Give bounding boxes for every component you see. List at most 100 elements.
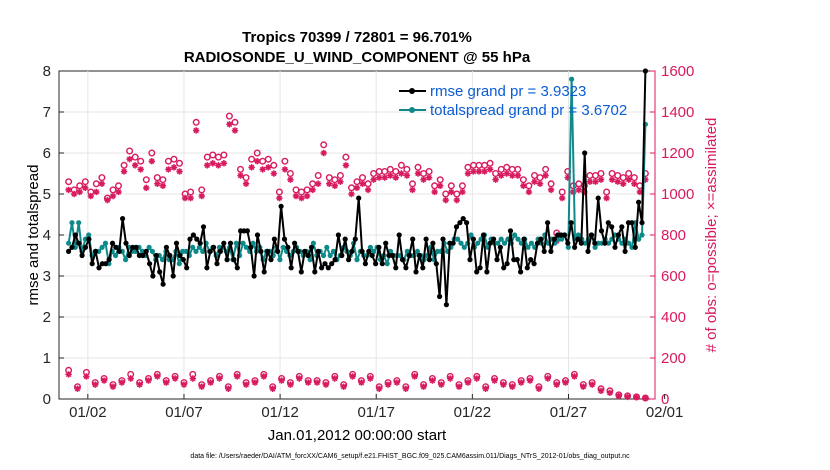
obs-assimilated-marker [187, 194, 194, 202]
rmse-point [133, 244, 139, 250]
obs-assimilated-marker [531, 178, 538, 185]
obs-possible-marker [264, 155, 272, 163]
totalspread-point [123, 257, 129, 263]
obs-possible-marker [353, 178, 361, 186]
obs-assimilated-marker [392, 174, 400, 181]
totalspread-point [458, 240, 464, 246]
obs-assimilated-marker [314, 180, 322, 187]
rmse-point [467, 257, 473, 263]
totalspread-point [639, 232, 645, 238]
obs-assimilated-marker [364, 186, 372, 194]
obs-bottom-assimilated-marker [340, 383, 347, 390]
obs-possible-marker [320, 141, 328, 149]
rmse-point [335, 232, 341, 238]
totalspread-point [183, 248, 189, 254]
rmse-point [497, 244, 503, 250]
rmse-point [285, 244, 291, 250]
rmse-point [339, 252, 345, 259]
rmse-point [244, 228, 250, 234]
totalspread-point [250, 240, 256, 246]
rmse-point [254, 232, 261, 238]
obs-bottom-assimilated-marker [642, 394, 649, 402]
obs-bottom-assimilated-marker [207, 379, 214, 386]
obs-assimilated-marker [631, 180, 638, 187]
rmse-point [248, 244, 254, 250]
obs-possible-marker [453, 190, 461, 198]
obs-bottom-assimilated-marker [92, 381, 99, 388]
obs-assimilated-marker [575, 186, 583, 194]
rmse-point [545, 220, 551, 226]
totalspread-point [626, 240, 632, 246]
totalspread-point [196, 244, 202, 250]
obs-bottom-assimilated-marker [446, 375, 454, 382]
obs-assimilated-marker [475, 168, 483, 175]
obs-assimilated-marker [375, 174, 383, 181]
x-axis-label: Jan.01,2012 00:00:00 start [268, 427, 447, 444]
y-tick-label: 0 [43, 391, 51, 408]
obs-bottom-assimilated-marker [145, 377, 152, 384]
obs-assimilated-marker [192, 127, 200, 134]
obs-assimilated-marker [497, 172, 505, 179]
rmse-point [575, 236, 581, 242]
legend-spread-label: totalspread grand pr = 3.6702 [430, 102, 627, 119]
obs-possible-marker [175, 159, 183, 167]
obs-assimilated-marker [342, 162, 350, 169]
rmse-point [464, 220, 470, 226]
obs-possible-marker [236, 165, 244, 173]
obs-bottom-assimilated-marker [198, 383, 205, 390]
obs-bottom-assimilated-marker [234, 373, 241, 380]
totalspread-point [69, 220, 75, 226]
rmse-point [474, 269, 480, 275]
rmse-point [609, 224, 615, 230]
rmse-point [325, 265, 331, 271]
totalspread-point [327, 252, 333, 259]
obs-assimilated-marker [76, 188, 83, 196]
rmse-point [460, 216, 466, 222]
obs-possible-marker [187, 188, 195, 196]
totalspread-point [461, 244, 467, 250]
totalspread-point [233, 240, 239, 246]
obs-possible-marker [220, 151, 228, 159]
totalspread-point [307, 257, 313, 263]
obs-possible-marker [597, 169, 605, 177]
rmse-point [76, 240, 82, 246]
rmse-point [177, 252, 183, 259]
obs-possible-marker [425, 167, 433, 175]
obs-assimilated-marker [209, 160, 217, 167]
rmse-point [302, 248, 308, 254]
totalspread-point [636, 236, 642, 242]
rmse-point [160, 281, 166, 287]
y-tick-label: 2 [43, 309, 51, 326]
rmse-point [184, 265, 190, 271]
rmse-point [541, 248, 547, 254]
rmse-point [322, 261, 328, 267]
obs-possible-marker [126, 147, 134, 155]
rmse-point [288, 265, 294, 271]
totalspread-point [200, 248, 206, 254]
right-y-ticks: 0 200 400 600 800 1000 1200 1400 1600 [650, 63, 694, 408]
totalspread-point [190, 244, 196, 250]
rmse-point [180, 257, 186, 263]
left-y-ticks: 0 1 2 3 4 5 6 7 8 [43, 63, 64, 408]
obs-possible-marker [148, 149, 156, 157]
rmse-point [521, 236, 527, 242]
obs-assimilated-marker [281, 166, 289, 173]
y-tick-label: 1 [43, 350, 51, 367]
y2-tick-label: 600 [661, 268, 686, 285]
gridlines [59, 71, 655, 399]
x-tick-label: 01/27 [550, 404, 588, 421]
rmse-point [389, 252, 395, 259]
rmse-point [642, 68, 649, 74]
totalspread-point [102, 240, 109, 246]
obs-assimilated-marker [292, 192, 300, 200]
obs-bottom-assimilated-marker [500, 381, 507, 388]
obs-possible-marker [514, 165, 522, 173]
obs-assimilated-marker [248, 164, 255, 171]
obs-bottom-assimilated-marker [163, 379, 170, 386]
obs-assimilated-marker [470, 168, 477, 175]
obs-possible-marker [625, 169, 633, 177]
rmse-point [163, 244, 169, 250]
totalspread-point [575, 232, 581, 238]
obs-bottom-assimilated-marker [455, 383, 463, 390]
